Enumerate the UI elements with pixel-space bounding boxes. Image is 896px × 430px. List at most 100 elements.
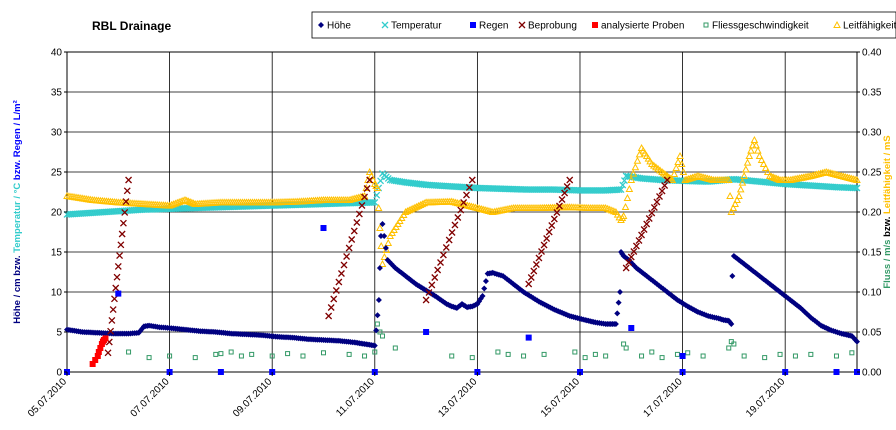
point-leitfaehigkeit xyxy=(677,159,686,167)
point-beprobung xyxy=(525,280,533,288)
point-hoehe xyxy=(376,265,383,271)
point-beprobung xyxy=(325,312,333,320)
point-fliessgeschwindigkeit xyxy=(505,351,511,357)
point-fliessgeschwindigkeit xyxy=(659,355,665,361)
point-leitfaehigkeit xyxy=(631,163,640,171)
point-beprobung xyxy=(622,264,630,272)
point-leitfaehigkeit xyxy=(772,174,781,182)
point-leitfaehigkeit xyxy=(771,173,779,181)
point-regen xyxy=(525,334,532,341)
point-beprobung xyxy=(125,176,133,184)
point-beprobung xyxy=(445,236,453,244)
point-temperatur xyxy=(369,199,377,206)
point-leitfaehigkeit xyxy=(692,172,700,180)
point-beprobung xyxy=(530,267,538,275)
point-leitfaehigkeit xyxy=(733,195,741,203)
point-leitfaehigkeit xyxy=(736,185,745,193)
legend-label: Temperatur xyxy=(391,21,442,32)
point-beprobung xyxy=(114,262,122,270)
point-leitfaehigkeit xyxy=(755,151,764,159)
point-temperatur xyxy=(615,186,623,194)
point-leitfaehigkeit xyxy=(767,172,776,180)
point-leitfaehigkeit xyxy=(769,173,778,181)
point-fliessgeschwindigkeit xyxy=(167,353,173,359)
point-leitfaehigkeit xyxy=(731,199,740,207)
point-beprobung xyxy=(117,241,125,249)
point-leitfaehigkeit xyxy=(378,259,387,267)
point-beprobung xyxy=(648,209,656,217)
point-hoehe xyxy=(615,299,622,306)
point-beprobung xyxy=(112,284,120,292)
point-beprobung xyxy=(454,214,462,221)
point-beprobung xyxy=(431,274,439,281)
point-regen xyxy=(628,325,635,331)
point-leitfaehigkeit xyxy=(752,141,760,149)
point-temperatur xyxy=(619,181,627,189)
point-beprobung xyxy=(563,183,571,190)
y-axis-label-left: Höhe / cm bzw. Temperatur / °C bzw. Rege… xyxy=(12,100,23,324)
legend-box xyxy=(311,11,896,39)
point-beprobung xyxy=(663,176,671,184)
legend-swatch xyxy=(470,22,476,28)
point-beprobung xyxy=(121,208,129,216)
point-leitfaehigkeit xyxy=(623,193,632,201)
point-fliessgeschwindigkeit xyxy=(320,350,326,356)
point-leitfaehigkeit xyxy=(625,184,634,192)
point-leitfaehigkeit xyxy=(179,196,187,204)
point-fliessgeschwindigkeit xyxy=(228,349,234,355)
point-beprobung xyxy=(540,241,548,249)
point-leitfaehigkeit xyxy=(729,203,738,211)
point-fliessgeschwindigkeit xyxy=(126,349,132,355)
point-leitfaehigkeit xyxy=(763,167,772,175)
point-beprobung xyxy=(556,202,563,210)
point-analysierte-proben xyxy=(97,345,104,351)
point-beprobung xyxy=(439,251,447,259)
point-fliessgeschwindigkeit xyxy=(449,353,455,359)
point-fliessgeschwindigkeit xyxy=(582,355,588,361)
point-beprobung xyxy=(532,261,540,268)
point-beprobung xyxy=(661,182,669,189)
point-beprobung xyxy=(355,210,363,218)
point-fliessgeschwindigkeit xyxy=(146,355,152,361)
y-tick-left: 40 xyxy=(51,48,63,59)
point-leitfaehigkeit xyxy=(761,163,770,171)
point-regen xyxy=(679,353,686,359)
point-beprobung xyxy=(337,270,345,277)
y-tick-right: 0.20 xyxy=(862,208,882,219)
point-leitfaehigkeit xyxy=(187,198,196,206)
point-fliessgeschwindigkeit xyxy=(777,351,783,357)
point-beprobung xyxy=(538,248,545,255)
legend-item-regen: Regen xyxy=(470,21,508,32)
point-leitfaehigkeit xyxy=(679,167,688,175)
point-beprobung xyxy=(437,259,444,266)
point-beprobung xyxy=(434,266,442,274)
series-leitfaehigkeit xyxy=(63,135,861,267)
point-leitfaehigkeit xyxy=(668,175,677,183)
point-leitfaehigkeit xyxy=(750,135,759,143)
point-temperatur xyxy=(617,186,625,194)
point-beprobung xyxy=(640,226,648,233)
legend-label: Fliessgeschwindigkeit xyxy=(712,21,809,32)
y-axis-label-right-part: bzw. xyxy=(882,214,893,240)
point-leitfaehigkeit xyxy=(727,207,736,215)
point-leitfaehigkeit xyxy=(724,175,733,183)
point-fliessgeschwindigkeit xyxy=(674,351,680,357)
point-fliessgeschwindigkeit xyxy=(621,341,627,347)
point-fliessgeschwindigkeit xyxy=(603,353,609,359)
point-temperatur xyxy=(371,198,379,206)
point-beprobung xyxy=(340,261,348,269)
legend-item-leitfaehigkeit: Leitfähigkeit xyxy=(833,21,896,32)
point-leitfaehigkeit xyxy=(365,167,374,175)
point-hoehe xyxy=(482,278,489,285)
point-leitfaehigkeit xyxy=(374,203,383,211)
y-tick-left: 15 xyxy=(51,248,63,259)
point-leitfaehigkeit xyxy=(743,158,752,166)
point-temperatur xyxy=(851,184,859,192)
y-tick-left: 25 xyxy=(51,168,63,179)
legend-label: Leitfähigkeit xyxy=(843,21,896,32)
point-leitfaehigkeit xyxy=(774,175,783,183)
point-leitfaehigkeit xyxy=(627,175,636,183)
point-beprobung xyxy=(558,196,566,203)
